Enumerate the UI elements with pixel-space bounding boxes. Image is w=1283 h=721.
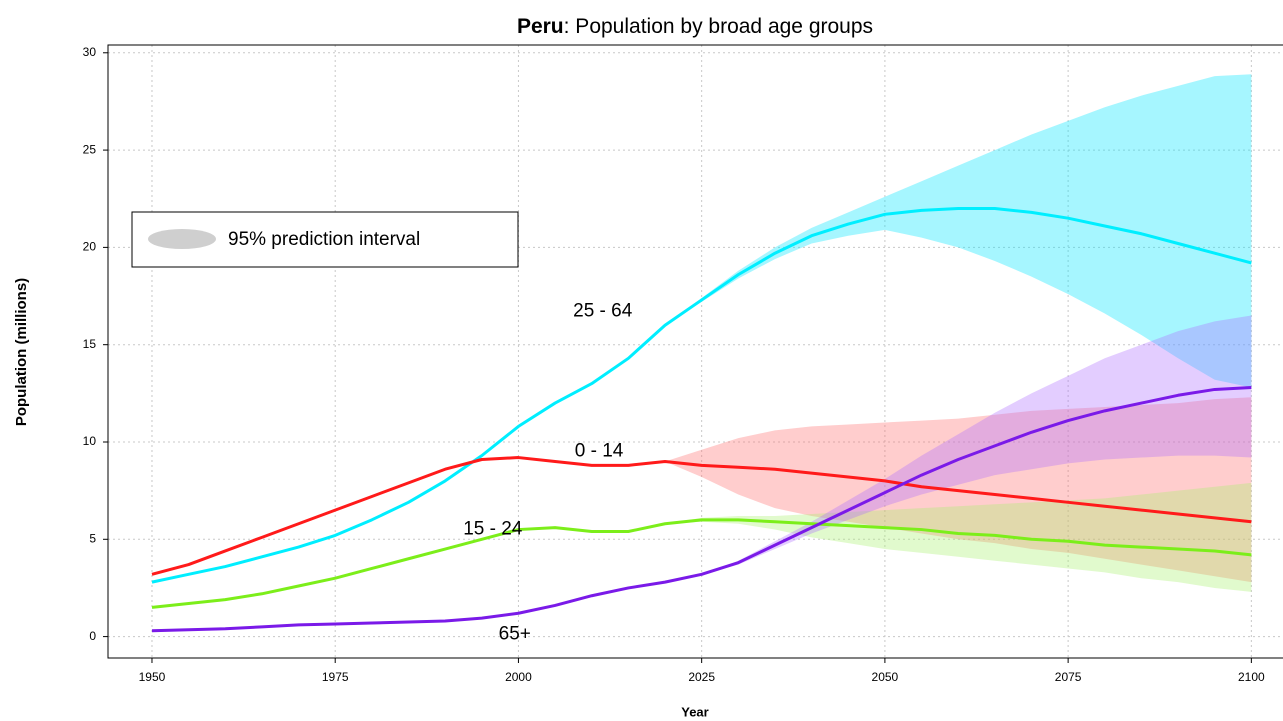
y-tick-label: 25 xyxy=(83,142,97,156)
y-tick-label: 0 xyxy=(89,629,96,643)
legend-swatch xyxy=(148,229,216,249)
series-line xyxy=(151,206,1252,584)
title-text: : Population by broad age groups xyxy=(564,15,873,38)
x-tick-label: 2075 xyxy=(1055,670,1082,684)
x-tick-label: 1950 xyxy=(139,670,166,684)
y-tick-label: 15 xyxy=(83,337,97,351)
x-axis-label: Year xyxy=(681,704,708,719)
prediction-band xyxy=(665,315,1252,583)
x-tick-label: 2000 xyxy=(505,670,532,684)
prediction-band xyxy=(665,482,1252,592)
series-line xyxy=(151,518,1252,609)
legend-label: 95% prediction interval xyxy=(228,229,420,250)
x-tick-label: 1975 xyxy=(322,670,349,684)
chart-title: Peru: Population by broad age groups xyxy=(517,15,873,38)
plot-frame xyxy=(107,44,1283,659)
title-country: Peru xyxy=(517,15,564,38)
y-axis-label: Population (millions) xyxy=(13,278,30,426)
y-tick-label: 30 xyxy=(83,45,97,59)
prediction-band xyxy=(665,74,1252,388)
series-line xyxy=(151,386,1252,633)
series-label: 0 - 14 xyxy=(575,441,624,462)
series-label: 15 - 24 xyxy=(463,519,523,540)
x-tick-label: 2025 xyxy=(688,670,715,684)
y-tick-label: 5 xyxy=(89,531,96,545)
x-tick-label: 2100 xyxy=(1238,670,1265,684)
series-label: 25 - 64 xyxy=(573,301,633,322)
x-tick-label: 2050 xyxy=(872,670,899,684)
series-line xyxy=(151,456,1252,576)
y-tick-label: 10 xyxy=(83,434,97,448)
series-label: 65+ xyxy=(499,624,531,645)
y-tick-label: 20 xyxy=(83,240,97,254)
